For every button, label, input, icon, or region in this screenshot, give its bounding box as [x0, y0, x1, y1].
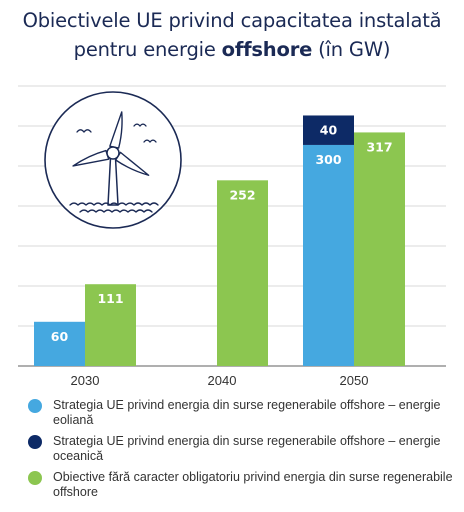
bar — [303, 144, 354, 366]
title-bold-word: offshore — [221, 38, 313, 61]
x-tick-label: 2040 — [208, 373, 237, 388]
x-tick-label: 2030 — [71, 373, 100, 388]
legend-label: Strategia UE privind energia din surse r… — [53, 434, 441, 463]
bar — [34, 321, 85, 366]
legend-swatch — [28, 435, 42, 449]
legend-label: Strategia UE privind energia din surse r… — [53, 398, 441, 427]
bars: 60 111 252 300 40 317 — [34, 115, 405, 366]
bar — [85, 284, 136, 366]
title-line-1: Obiectivele UE privind capacitatea insta… — [22, 9, 442, 32]
x-tick-label: 2050 — [340, 373, 369, 388]
x-tick-labels: 2030 2040 2050 — [71, 373, 369, 388]
wind-turbine-icon — [44, 91, 182, 229]
legend-swatch — [28, 399, 42, 413]
bar-chart: 60 111 252 300 40 317 2030 2040 2050 — [18, 85, 446, 388]
legend-swatch — [28, 471, 42, 485]
data-label: 300 — [315, 152, 341, 167]
legend-item: Obiective fără caracter obligatoriu priv… — [28, 470, 453, 500]
data-label: 317 — [366, 139, 392, 154]
bar — [217, 180, 268, 366]
legend: Strategia UE privind energia din surse r… — [28, 398, 453, 506]
data-label: 252 — [229, 187, 255, 202]
data-label: 111 — [97, 291, 123, 306]
title-line-2: pentru energie offshore (în GW) — [0, 35, 464, 64]
chart-title: Obiectivele UE privind capacitatea insta… — [0, 6, 464, 64]
title-prefix: pentru energie — [73, 38, 222, 61]
legend-item: Strategia UE privind energia din surse r… — [28, 398, 453, 428]
bar — [303, 115, 354, 145]
data-label: 40 — [320, 122, 338, 137]
legend-item: Strategia UE privind energia din surse r… — [28, 434, 453, 464]
data-label: 60 — [51, 329, 69, 344]
title-suffix: (în GW) — [312, 38, 391, 61]
legend-label: Obiective fără caracter obligatoriu priv… — [53, 470, 453, 499]
bar — [354, 132, 405, 366]
